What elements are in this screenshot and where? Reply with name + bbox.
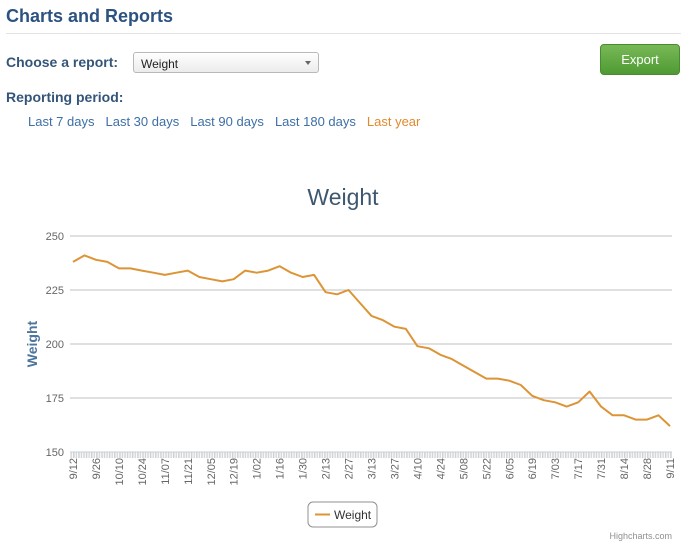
- divider: [6, 33, 681, 34]
- x-tick-label: 5/08: [458, 458, 470, 479]
- legend-box: [307, 501, 378, 528]
- x-tick-label: 8/14: [619, 458, 631, 479]
- select-arrow: [305, 61, 311, 65]
- report-label: Choose a report:: [6, 54, 119, 70]
- period-label: Reporting period:: [6, 89, 124, 105]
- x-tick-label: 2/27: [344, 458, 356, 479]
- x-tick-label: 1/16: [275, 458, 287, 479]
- y-axis-label: Weight: [24, 320, 40, 367]
- x-tick-label: 12/05: [206, 458, 218, 486]
- x-tick-label: 4/10: [412, 458, 424, 479]
- x-tick-label: 7/17: [573, 458, 585, 479]
- chart-title: Weight: [307, 184, 379, 210]
- select-value: Weight: [141, 57, 179, 71]
- legend-label: Weight: [334, 508, 372, 522]
- report-select[interactable]: Weight: [133, 52, 319, 73]
- period-link[interactable]: Last 30 days: [105, 114, 180, 129]
- y-tick-label: 225: [46, 285, 64, 297]
- x-tick-label: 1/02: [252, 458, 264, 479]
- x-tick-label: 9/12: [68, 458, 80, 479]
- credit: Highcharts.com: [609, 531, 672, 541]
- period-link[interactable]: Last 90 days: [190, 114, 264, 129]
- y-tick-label: 250: [46, 231, 64, 243]
- export-button[interactable]: Export: [600, 44, 680, 75]
- y-tick-label: 175: [46, 393, 64, 405]
- x-tick-label: 11/21: [183, 458, 195, 485]
- x-tick-label: 6/05: [504, 458, 516, 479]
- x-tick-label: 3/13: [367, 458, 379, 479]
- x-tick-label: 11/07: [160, 458, 172, 485]
- x-tick-label: 10/24: [137, 458, 149, 486]
- legend: Weight: [307, 501, 378, 528]
- x-tick-label: 7/31: [596, 458, 608, 479]
- x-tick-label: 2/13: [321, 458, 333, 479]
- x-tick-label: 9/11: [665, 458, 677, 479]
- x-tick-label: 1/30: [298, 458, 310, 479]
- y-tick-label: 200: [46, 339, 64, 351]
- x-tick-label: 7/03: [550, 458, 562, 479]
- period-link[interactable]: Last year: [366, 114, 421, 129]
- x-tick-label: 3/27: [389, 458, 401, 479]
- page-title: Charts and Reports: [6, 6, 174, 26]
- period-options: Last 7 days Last 30 days Last 90 days Last …: [28, 114, 431, 129]
- x-tick-label: 10/10: [114, 458, 126, 486]
- x-tick-label: 6/19: [527, 458, 539, 479]
- minor-ticks: [70, 452, 672, 458]
- x-tick-label: 12/19: [229, 458, 241, 486]
- data-line: [72, 254, 671, 427]
- x-tick-label: 4/24: [435, 458, 447, 479]
- period-link[interactable]: Last 7 days: [28, 114, 95, 129]
- x-tick-label: 8/28: [642, 458, 654, 479]
- x-tick-label: 9/26: [91, 458, 103, 479]
- x-tick-label: 5/22: [481, 458, 493, 479]
- period-link[interactable]: Last 180 days: [274, 114, 356, 129]
- y-tick-label: 150: [46, 447, 64, 459]
